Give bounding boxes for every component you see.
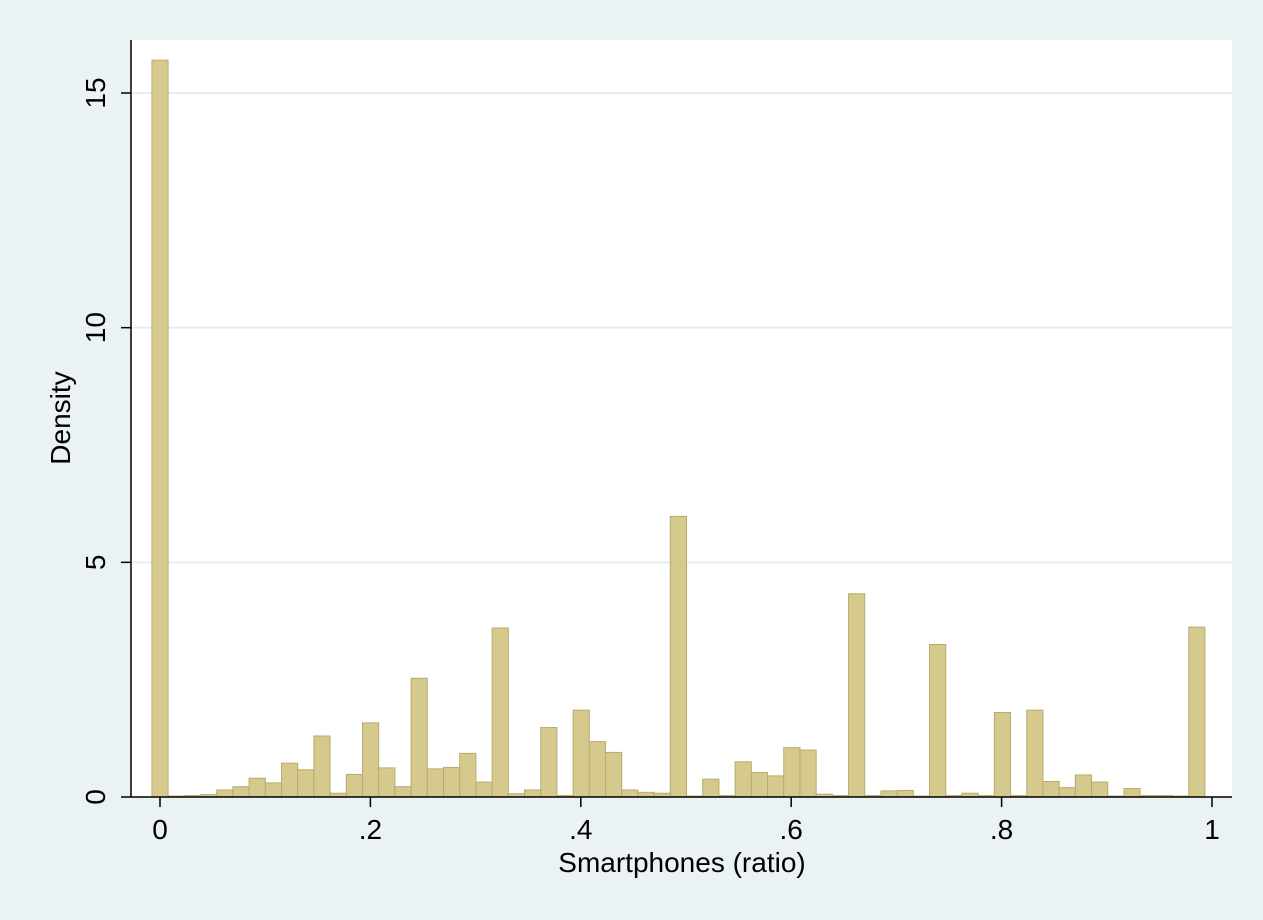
y-tick-label: 10: [80, 312, 111, 343]
histogram-bar: [572, 709, 590, 798]
histogram-bar: [151, 59, 169, 798]
histogram-bar: [410, 677, 428, 798]
histogram-bar: [767, 775, 785, 798]
histogram-bar: [1074, 774, 1093, 798]
histogram-bar: [993, 712, 1012, 798]
histogram-bar: [605, 751, 623, 798]
histogram-bar: [896, 789, 914, 798]
x-tick-label: .6: [780, 814, 803, 845]
histogram-bar: [281, 762, 299, 798]
x-tick-label: .4: [569, 814, 592, 845]
histogram-bar: [588, 741, 607, 798]
histogram-bar: [621, 789, 639, 798]
histogram-bar: [1188, 626, 1206, 798]
y-axis-title: Density: [45, 371, 76, 464]
histogram-bar: [848, 593, 866, 798]
histogram-bar: [524, 789, 542, 798]
histogram-bar: [297, 769, 315, 798]
histogram-bar: [750, 772, 769, 798]
histogram-bar: [880, 790, 898, 798]
histogram-bar: [394, 786, 412, 798]
histogram-bar: [443, 766, 461, 798]
histogram-bar: [799, 749, 817, 798]
x-tick-label: .2: [359, 814, 382, 845]
histogram-bar: [1123, 788, 1141, 798]
histogram-bar: [216, 789, 234, 798]
histogram-bar: [783, 747, 801, 798]
histogram-bar: [929, 643, 947, 798]
histogram-bar: [702, 778, 720, 798]
histogram-bar: [459, 752, 477, 798]
y-tick-label: 0: [80, 789, 111, 805]
histogram-bar: [491, 627, 509, 798]
x-tick-label: .8: [990, 814, 1013, 845]
histogram-bar: [1042, 781, 1060, 798]
x-axis-title: Smartphones (ratio): [558, 847, 805, 878]
histogram-bar: [345, 773, 364, 798]
histogram-bar: [378, 767, 396, 798]
histogram-bar: [362, 722, 380, 798]
histogram-bar: [1058, 787, 1076, 798]
histogram-bar: [426, 768, 445, 798]
x-tick-label: 0: [152, 814, 168, 845]
histogram-bar: [669, 515, 688, 798]
histogram-bar: [264, 782, 283, 798]
histogram-bar: [1091, 781, 1109, 798]
histogram-bar: [475, 781, 493, 798]
histogram-bar: [313, 735, 331, 798]
y-tick-label: 5: [80, 555, 111, 571]
y-tick-label: 15: [80, 77, 111, 108]
bars: [151, 59, 1206, 798]
histogram-bar: [734, 761, 752, 798]
histogram-bar: [540, 727, 558, 798]
histogram-bar: [248, 777, 266, 798]
histogram-bar: [1026, 709, 1044, 798]
histogram-bar: [232, 786, 250, 798]
x-tick-label: 1: [1204, 814, 1220, 845]
